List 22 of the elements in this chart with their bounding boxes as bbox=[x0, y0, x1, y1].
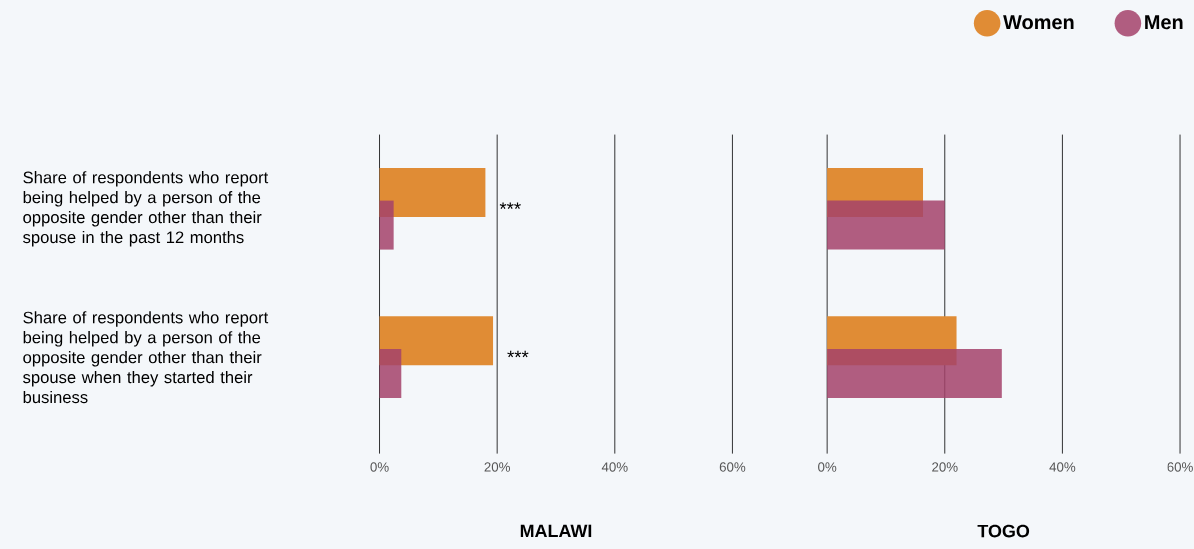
x-tick-label: 20% bbox=[484, 462, 510, 472]
x-tick-label: 60% bbox=[1167, 462, 1193, 472]
bar bbox=[827, 348, 1002, 398]
x-tick-label: 60% bbox=[719, 462, 746, 472]
y-tick-label: Share of respondents who report being helped by a person of the opposite gender other than their spouse when they started their business bbox=[23, 311, 269, 403]
bar bbox=[379, 200, 394, 250]
x-axis-title: MALAWI bbox=[520, 524, 592, 537]
x-tick-label: 0% bbox=[370, 462, 389, 472]
x-axis-title: TOGO bbox=[977, 524, 1030, 538]
annotation: *** bbox=[499, 202, 521, 209]
bar bbox=[379, 316, 494, 366]
bar bbox=[379, 167, 486, 217]
legend-label: Men bbox=[1145, 15, 1183, 30]
bar bbox=[827, 200, 945, 250]
bar bbox=[379, 348, 402, 398]
x-tick-label: 20% bbox=[932, 462, 958, 472]
legend-label: Women bbox=[1003, 15, 1074, 30]
x-tick-label: 40% bbox=[601, 462, 628, 472]
x-tick-label: 0% bbox=[818, 462, 837, 472]
x-tick-label: 40% bbox=[1049, 462, 1076, 472]
y-tick-label: Share of respondents who report being helped by a person of the opposite gender other than their spouse in the past 12 months bbox=[23, 170, 269, 247]
annotation: *** bbox=[507, 350, 529, 358]
